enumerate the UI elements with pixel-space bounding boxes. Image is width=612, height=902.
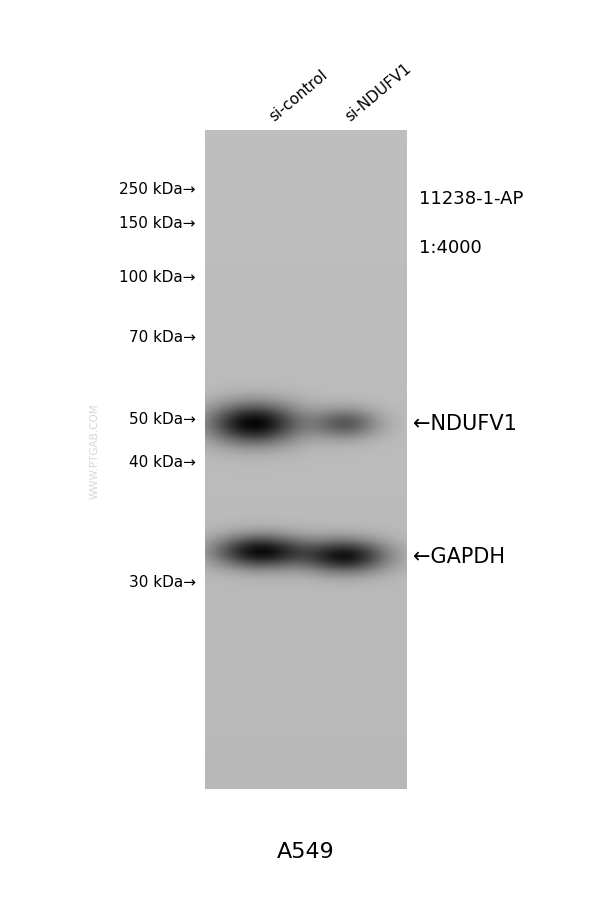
Bar [205, 131, 407, 789]
Text: 50 kDa→: 50 kDa→ [129, 412, 196, 427]
Text: 150 kDa→: 150 kDa→ [119, 216, 196, 231]
Text: 250 kDa→: 250 kDa→ [119, 182, 196, 197]
Text: si-control: si-control [266, 68, 330, 124]
Text: 70 kDa→: 70 kDa→ [129, 330, 196, 345]
Text: ←GAPDH: ←GAPDH [413, 547, 505, 566]
Text: WWW.PTGAB.COM: WWW.PTGAB.COM [90, 403, 100, 499]
Text: 40 kDa→: 40 kDa→ [129, 455, 196, 469]
Text: 11238-1-AP: 11238-1-AP [419, 189, 524, 207]
Text: A549: A549 [277, 841, 335, 861]
Text: ←NDUFV1: ←NDUFV1 [413, 414, 517, 434]
Text: 30 kDa→: 30 kDa→ [129, 575, 196, 589]
Text: si-NDUFV1: si-NDUFV1 [343, 61, 414, 124]
Text: 100 kDa→: 100 kDa→ [119, 270, 196, 284]
Text: 1:4000: 1:4000 [419, 239, 482, 257]
